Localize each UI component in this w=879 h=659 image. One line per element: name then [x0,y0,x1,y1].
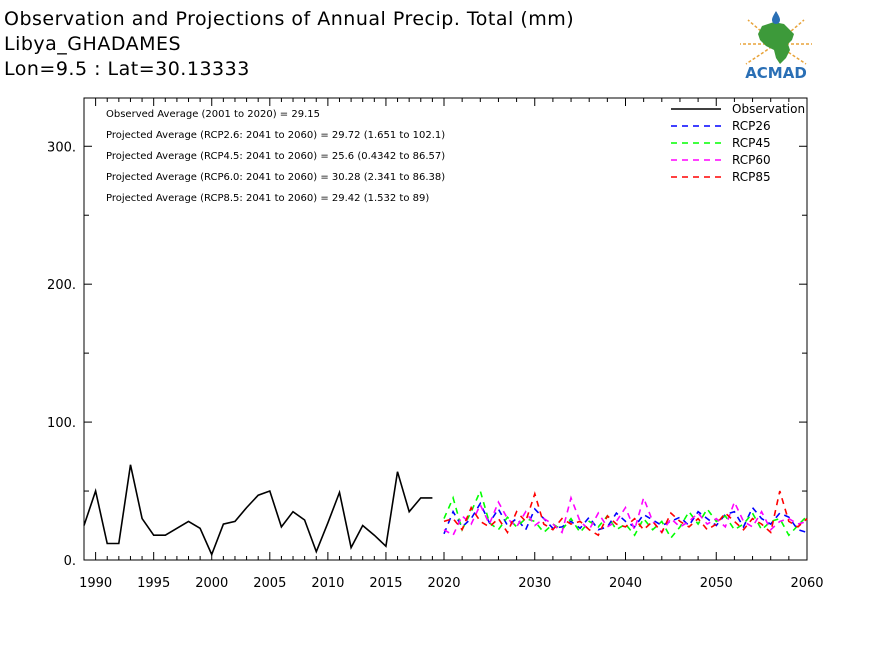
series-lines [83,464,808,557]
x-tick-label: 2010 [311,576,344,591]
series-line-observation [83,464,433,557]
x-tick-label: 1995 [137,576,170,591]
x-tick-label: 2015 [369,576,402,591]
annotation-line: Observed Average (2001 to 2020) = 29.15 [106,109,320,120]
location-label: Libya_GHADAMES [4,33,182,55]
y-tick-label: 100. [47,416,76,431]
series-line-rcp26 [443,501,808,535]
chart-legend: Observation RCP26 RCP45 RCP60 RCP85 [671,102,805,184]
x-tick-label: 2005 [253,576,286,591]
series-line-rcp85 [443,490,808,537]
x-tick-label: 2050 [700,576,733,591]
x-tick-label: 2060 [790,576,823,591]
series-line-rcp60 [443,495,808,537]
series-line-rcp45 [443,488,808,540]
annotation-block: Observed Average (2001 to 2020) = 29.15 P… [106,109,445,204]
legend-label: Observation [732,102,805,116]
x-tick-label: 2020 [427,576,460,591]
x-tick-label: 1990 [79,576,112,591]
annotation-line: Projected Average (RCP2.6: 2041 to 2060)… [106,130,445,141]
x-tick-label: 2000 [195,576,228,591]
x-tick-label: 2040 [609,576,642,591]
acmad-logo: ACMAD [740,11,812,82]
y-tick-label: 0. [64,554,76,569]
axis-ticks [84,98,808,561]
plot-frame [83,97,808,561]
x-axis-labels: 1990 1995 2000 2005 2010 2015 2020 2030 2040 2050… [79,576,823,591]
legend-label: RCP45 [732,136,771,150]
annotation-line: Projected Average (RCP6.0: 2041 to 2060)… [106,172,445,183]
annotation-line: Projected Average (RCP4.5: 2041 to 2060)… [106,151,445,162]
y-axis-labels: 0. 100. 200. 300. [47,140,76,569]
annotation-line: Projected Average (RCP8.5: 2041 to 2060)… [106,193,429,204]
water-drop-icon [772,11,780,24]
y-tick-label: 200. [47,278,76,293]
chart-title: Observation and Projections of Annual Pr… [4,8,575,30]
x-tick-label: 2030 [518,576,551,591]
africa-shape [758,22,794,64]
coordinates-label: Lon=9.5 : Lat=30.13333 [4,58,250,80]
legend-label: RCP85 [732,170,771,184]
legend-label: RCP60 [732,153,771,167]
logo-text: ACMAD [745,64,807,82]
y-tick-label: 300. [47,140,76,155]
legend-label: RCP26 [732,119,771,133]
